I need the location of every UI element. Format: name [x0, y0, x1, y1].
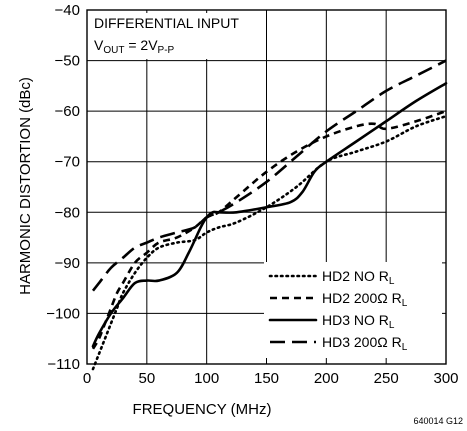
- series-line-1: [91, 109, 447, 350]
- y-tick-label-0: −110: [47, 356, 80, 373]
- legend-label-0: HD2 NO RL: [322, 268, 395, 287]
- legend-label-sub-0: L: [389, 276, 395, 287]
- legend-label-sub-1: L: [402, 298, 408, 309]
- annotation-vout-sub: OUT: [103, 45, 124, 56]
- legend-label-sub-2: L: [389, 320, 395, 331]
- legend-label-2: HD3 NO RL: [322, 312, 395, 331]
- x-tick-label-1: 50: [138, 370, 155, 387]
- x-tick-label-3: 150: [254, 370, 279, 387]
- plot-frame: [86, 9, 447, 365]
- y-tick-label-1: −100: [46, 305, 80, 322]
- y-tick-label-6: −50: [55, 53, 80, 70]
- legend-label-main-1: HD2 200Ω R: [322, 290, 402, 306]
- annotation-vout-sub2: P-P: [158, 45, 175, 56]
- y-tick-label-3: −80: [55, 204, 80, 221]
- annotation-line2: VOUT = 2VP-P: [94, 37, 175, 56]
- series-line-2: [91, 82, 448, 348]
- y-tick-label-2: −90: [55, 255, 80, 272]
- x-axis-label: FREQUENCY (MHz): [133, 401, 272, 418]
- annotation-line1: DIFFERENTIAL INPUT: [94, 15, 239, 31]
- y-tick-label-7: −40: [55, 2, 80, 19]
- series-line-3: [91, 59, 447, 292]
- x-tick-labels: 0 50 100 150 200 250 300: [83, 370, 459, 387]
- legend-label-1: HD2 200Ω RL: [322, 290, 408, 309]
- legend-label-main-2: HD3 NO R: [322, 312, 389, 328]
- x-tick-label-5: 250: [374, 370, 399, 387]
- annotation-box: [90, 13, 262, 59]
- x-tick-label-6: 300: [433, 370, 458, 387]
- legend-label-3: HD3 200Ω RL: [322, 334, 408, 353]
- y-axis-label: HARMONIC DISTORTION (dBc): [17, 77, 34, 295]
- x-tick-label-4: 200: [314, 370, 339, 387]
- x-tick-label-0: 0: [83, 370, 91, 387]
- y-tick-label-4: −70: [55, 154, 80, 171]
- x-tick-label-2: 100: [194, 370, 219, 387]
- series-lines: [91, 59, 448, 371]
- legend-label-sub-3: L: [402, 342, 408, 353]
- legend-label-main-3: HD3 200Ω R: [322, 334, 402, 350]
- y-tick-label-5: −60: [55, 103, 80, 120]
- figure-code: 640014 G12: [413, 416, 463, 426]
- annotation-vout-main: V: [94, 37, 104, 53]
- annotation-vout-eq: = 2V: [124, 37, 158, 53]
- y-tick-labels: −110 −100 −90 −80 −70 −60 −50 −40: [46, 2, 80, 373]
- legend-label-main-0: HD2 NO R: [322, 268, 389, 284]
- plot-border: [86, 9, 447, 365]
